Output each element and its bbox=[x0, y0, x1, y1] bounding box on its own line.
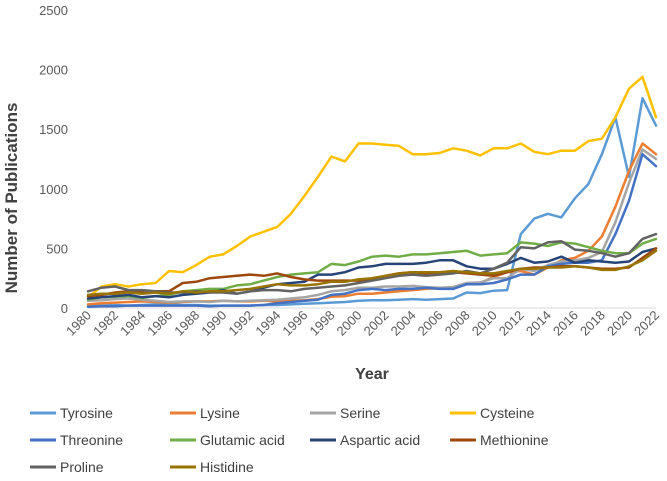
y-tick-label: 1000 bbox=[39, 182, 68, 197]
legend-label-aspartic-acid: Aspartic acid bbox=[340, 432, 420, 448]
x-tick-label: 1994 bbox=[252, 308, 283, 339]
legend-label-histidine: Histidine bbox=[200, 459, 254, 475]
x-tick-label: 2004 bbox=[388, 308, 419, 339]
series-line-aspartic-acid bbox=[86, 247, 658, 300]
y-tick-label: 0 bbox=[61, 301, 68, 316]
x-tick-label: 1986 bbox=[144, 308, 175, 339]
legend-label-glutamic-acid: Glutamic acid bbox=[200, 432, 285, 448]
y-tick-label: 500 bbox=[46, 241, 68, 256]
y-axis-ticks: 0 500 1000 1500 2000 2500 bbox=[39, 3, 68, 316]
x-axis-title: Year bbox=[355, 366, 389, 383]
y-tick-label: 2000 bbox=[39, 63, 68, 78]
x-tick-label: 2014 bbox=[523, 308, 554, 339]
legend-label-cysteine: Cysteine bbox=[480, 405, 535, 421]
legend: Tyrosine Lysine Serine Cysteine Threonine Glu… bbox=[30, 405, 549, 475]
series-line-tyrosine bbox=[86, 96, 658, 308]
legend-label-lysine: Lysine bbox=[200, 405, 240, 421]
legend-label-serine: Serine bbox=[340, 405, 381, 421]
x-tick-label: 2012 bbox=[496, 308, 527, 339]
x-tick-label: 2000 bbox=[334, 308, 365, 339]
y-axis-title: Number of Publications bbox=[2, 103, 21, 294]
legend-label-tyrosine: Tyrosine bbox=[60, 405, 113, 421]
x-tick-label: 2018 bbox=[577, 308, 608, 339]
series-lines bbox=[86, 75, 658, 309]
y-tick-label: 1500 bbox=[39, 122, 68, 137]
series-line-threonine bbox=[86, 152, 658, 309]
legend-label-proline: Proline bbox=[60, 459, 104, 475]
x-tick-label: 1984 bbox=[117, 308, 148, 339]
x-tick-label: 1988 bbox=[171, 308, 202, 339]
x-tick-label: 2006 bbox=[415, 308, 446, 339]
x-tick-label: 1992 bbox=[225, 308, 256, 339]
series-line-cysteine bbox=[86, 75, 658, 299]
x-axis-ticks: 1980198219841986198819901992199419961998… bbox=[63, 308, 662, 339]
x-tick-label: 1982 bbox=[90, 308, 121, 339]
legend-label-methionine: Methionine bbox=[480, 432, 549, 448]
x-tick-label: 2008 bbox=[442, 308, 473, 339]
x-tick-label: 1990 bbox=[198, 308, 229, 339]
series-line-histidine bbox=[86, 249, 658, 297]
x-tick-label: 2010 bbox=[469, 308, 500, 339]
x-tick-label: 1996 bbox=[279, 308, 310, 339]
legend-label-threonine: Threonine bbox=[60, 432, 123, 448]
x-tick-label: 2016 bbox=[550, 308, 581, 339]
x-tick-label: 2022 bbox=[631, 308, 662, 339]
y-tick-label: 2500 bbox=[39, 3, 68, 18]
x-tick-label: 1998 bbox=[306, 308, 337, 339]
x-tick-label: 2002 bbox=[361, 308, 392, 339]
x-tick-label: 2020 bbox=[604, 308, 635, 339]
